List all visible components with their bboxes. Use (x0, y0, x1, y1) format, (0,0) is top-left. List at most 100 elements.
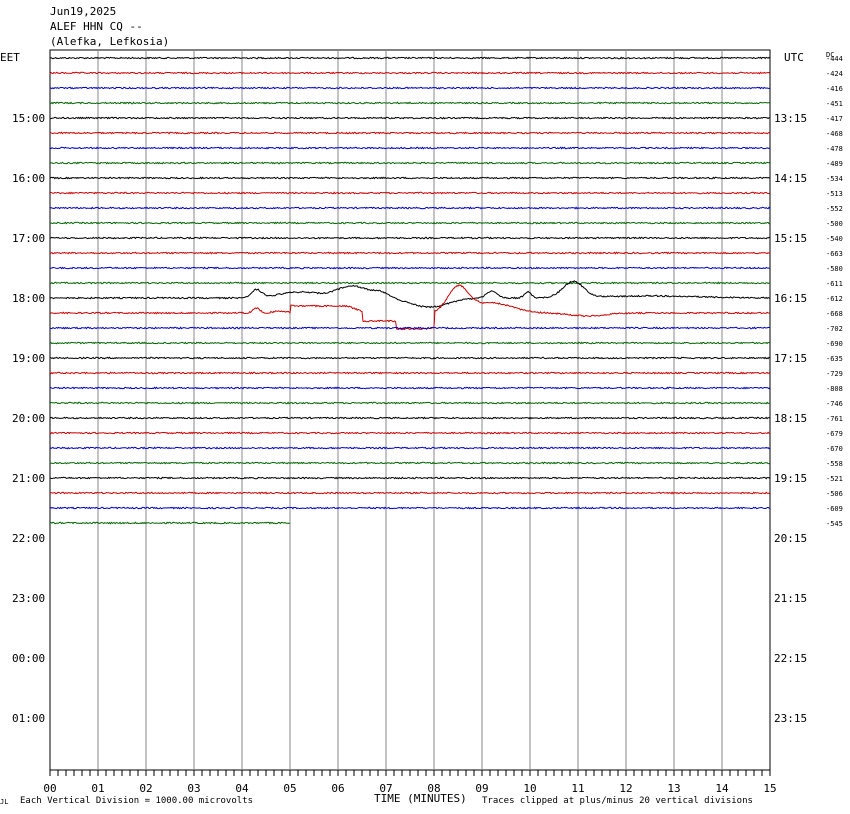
dc-offset-label: -663 (826, 250, 843, 258)
dc-offset-label: -500 (826, 220, 843, 228)
dc-offset-label: -679 (826, 430, 843, 438)
left-zone-label: EET (0, 51, 20, 64)
dc-offset-label: -534 (826, 175, 843, 183)
x-tick-label: 01 (91, 782, 104, 795)
chart-station: ALEF HHN CQ -- (50, 20, 143, 33)
clip-note: Traces clipped at plus/minus 20 vertical… (482, 796, 753, 806)
trace-line (50, 101, 771, 105)
trace-line (49, 71, 771, 75)
dc-offset-label: -702 (826, 325, 843, 333)
x-tick-label: 02 (139, 782, 152, 795)
dc-offset-label: -690 (826, 340, 843, 348)
left-hour-label: 16:00 (12, 172, 45, 185)
left-hour-label: 00:00 (12, 652, 45, 665)
trace-line (49, 371, 771, 375)
right-hour-label: 22:15 (774, 652, 807, 665)
trace-line (49, 401, 771, 405)
trace-line (49, 161, 771, 165)
dc-offset-label: -580 (826, 265, 843, 273)
x-tick-label: 10 (523, 782, 536, 795)
left-hour-label: 19:00 (12, 352, 45, 365)
x-tick-label: 07 (379, 782, 392, 795)
trace-line (49, 206, 771, 210)
dc-offset-label: -416 (826, 85, 843, 93)
dc-offset-label: -746 (826, 400, 843, 408)
dc-offset-label: -444 (826, 55, 843, 63)
x-tick-label: 13 (667, 782, 680, 795)
left-hour-label: 17:00 (12, 232, 45, 245)
dc-offset-label: -424 (826, 70, 843, 78)
right-hour-label: 14:15 (774, 172, 807, 185)
trace-line (49, 356, 771, 360)
trace-line (49, 386, 771, 390)
dc-offset-label: -761 (826, 415, 843, 423)
right-hour-label: 23:15 (774, 712, 807, 725)
dc-offset-label: -670 (826, 445, 843, 453)
right-hour-label: 20:15 (774, 532, 807, 545)
left-hour-label: 22:00 (12, 532, 45, 545)
trace-line (49, 176, 771, 180)
x-axis-title: TIME (MINUTES) (374, 792, 467, 805)
dc-offset-label: -521 (826, 475, 843, 483)
trace-line (50, 116, 770, 120)
trace-line (49, 431, 771, 435)
trace-line (49, 236, 770, 240)
right-hour-label: 15:15 (774, 232, 807, 245)
trace-line (49, 191, 771, 195)
left-hour-label: 15:00 (12, 112, 45, 125)
trace-line (50, 461, 771, 465)
right-hour-label: 13:15 (774, 112, 807, 125)
dc-offset-label: -558 (826, 460, 843, 468)
chart-location: (Alefka, Lefkosia) (50, 35, 170, 48)
trace-line (49, 221, 771, 225)
dc-offset-label: -612 (826, 295, 843, 303)
right-hour-label: 21:15 (774, 592, 807, 605)
dc-offset-label: -489 (826, 160, 843, 168)
trace-line (49, 491, 771, 495)
dc-offset-label: -609 (826, 505, 843, 513)
dc-offset-label: -417 (826, 115, 843, 123)
trace-line (49, 131, 771, 135)
dc-offset-label: -668 (826, 310, 843, 318)
trace-line (49, 476, 771, 480)
dc-offset-label: -513 (826, 190, 843, 198)
left-hour-label: 23:00 (12, 592, 45, 605)
chart-date: Jun19,2025 (50, 5, 117, 18)
left-hour-label: 21:00 (12, 472, 45, 485)
dc-offset-label: -545 (826, 520, 843, 528)
trace-line (49, 416, 771, 420)
dc-offset-label: -506 (826, 490, 843, 498)
trace-line (49, 56, 771, 60)
x-tick-label: 05 (283, 782, 296, 795)
x-tick-label: 03 (187, 782, 200, 795)
x-tick-label: 12 (619, 782, 632, 795)
trace-line (49, 521, 291, 525)
right-hour-label: 17:15 (774, 352, 807, 365)
right-hour-label: 18:15 (774, 412, 807, 425)
x-tick-label: 09 (475, 782, 488, 795)
x-tick-label: 08 (427, 782, 440, 795)
dc-offset-label: -478 (826, 145, 843, 153)
dc-offset-label: -451 (826, 100, 843, 108)
dc-offset-label: -635 (826, 355, 843, 363)
trace-line (49, 284, 771, 331)
right-hour-label: 19:15 (774, 472, 807, 485)
corner-mark: JL (0, 798, 9, 806)
trace-line (49, 280, 771, 309)
trace-line (49, 251, 771, 255)
dc-offset-label: -540 (826, 235, 843, 243)
x-tick-label: 15 (763, 782, 776, 795)
scale-note: Each Vertical Division = 1000.00 microvo… (20, 796, 253, 806)
trace-line (49, 506, 771, 510)
x-tick-label: 00 (43, 782, 56, 795)
trace-line (49, 341, 771, 345)
x-tick-label: 04 (235, 782, 249, 795)
dc-offset-label: -611 (826, 280, 843, 288)
right-hour-label: 16:15 (774, 292, 807, 305)
left-hour-label: 18:00 (12, 292, 45, 305)
plot-frame (49, 49, 771, 771)
dc-label: DC (826, 51, 834, 59)
dc-offset-label: -552 (826, 205, 843, 213)
x-tick-label: 11 (571, 782, 584, 795)
